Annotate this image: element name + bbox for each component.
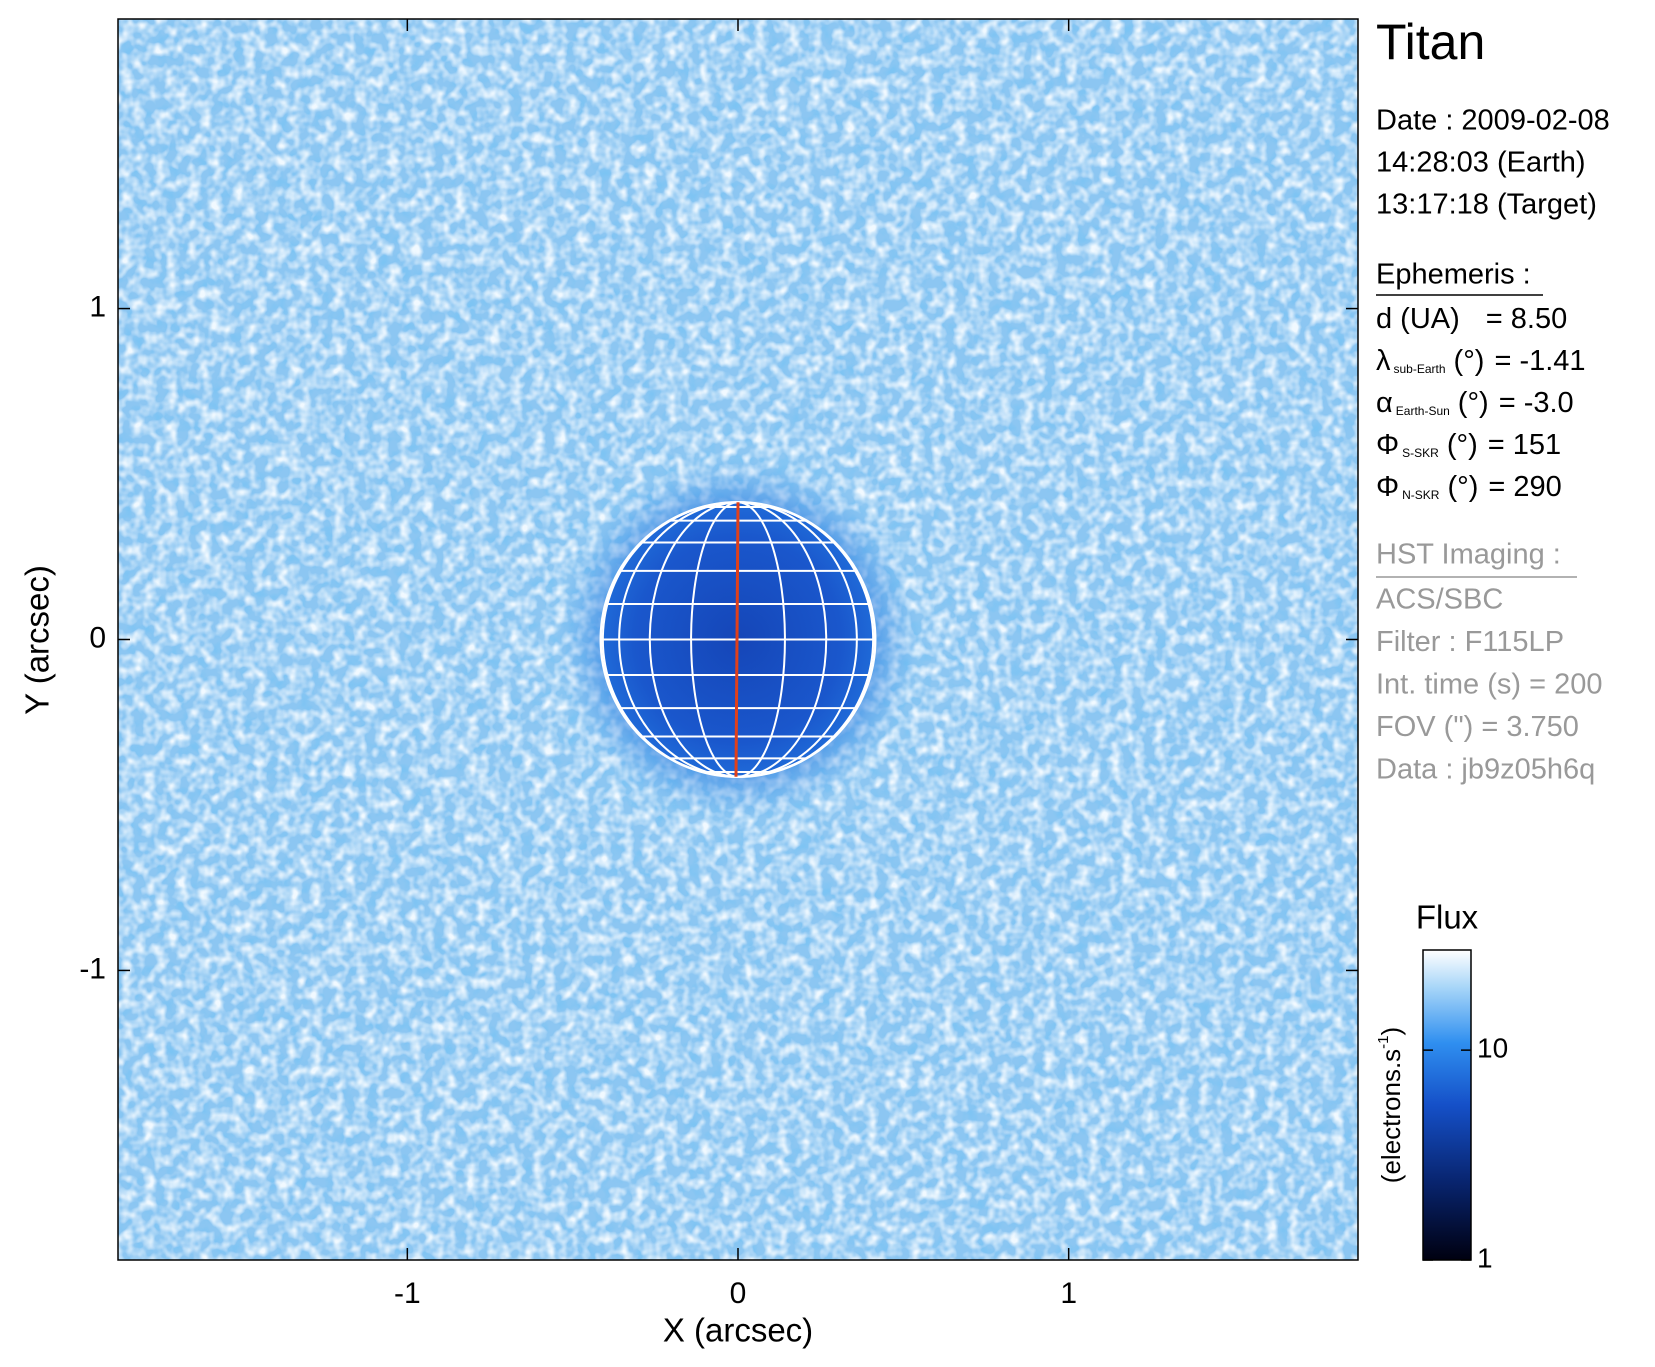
colorbar-tick-label: 10 [1477,1033,1508,1064]
colorbar-label: (electrons.s-1) [1375,1027,1406,1183]
ephemeris-subscript: Earth-Sun [1396,404,1450,418]
image-area [118,19,1358,1260]
imaging-line: ACS/SBC [1376,584,1503,616]
ephemeris-value: = 151 [1488,429,1561,461]
colorbar-label-end: ) [1376,1027,1406,1036]
imaging-line: Data : jb9z05h6q [1376,754,1595,786]
ephemeris-value: = 290 [1488,471,1561,503]
chart-title: Titan [1376,14,1485,70]
ephemeris-header: Ephemeris : [1376,259,1531,291]
ephemeris-subscript: N-SKR [1402,488,1440,502]
ephemeris-symbol: λ [1376,345,1391,377]
ephemeris-subscript: sub-Earth [1394,362,1446,376]
ephemeris-line: Φ S-SKR (°) = 151 [1376,429,1561,461]
colorbar-title: Flux [1416,899,1479,936]
ephemeris-line: d (UA) = 8.50 [1376,303,1567,335]
ephemeris-line: λ sub-Earth (°) = -1.41 [1376,345,1586,377]
ephemeris-value: = -3.0 [1499,387,1574,419]
date-line: 14:28:03 (Earth) [1376,147,1586,179]
x-tick-label: 1 [1060,1277,1077,1310]
imaging-line: Int. time (s) = 200 [1376,669,1602,701]
colorbar-label-sup: -1 [1375,1035,1392,1048]
colorbar-tick-label: 1 [1477,1242,1493,1273]
ephemeris-value: = 8.50 [1486,303,1567,335]
x-tick-label: -1 [394,1277,421,1310]
ephemeris-symbol: α [1376,387,1393,419]
x-tick-label: 0 [730,1277,747,1310]
colorbar [1422,949,1472,1261]
imaging-line: FOV (") = 3.750 [1376,711,1579,743]
imaging-line: Filter : F115LP [1376,626,1564,658]
colorbar-label-text: (electrons.s [1376,1049,1406,1183]
y-tick-label: -1 [79,952,106,985]
imaging-header: HST Imaging : [1376,539,1561,571]
ephemeris-value: = -1.41 [1494,345,1585,377]
disk-layer [556,458,920,821]
ephemeris-symbol: d (UA) [1376,303,1460,335]
ephemeris-subscript: S-SKR [1402,446,1439,460]
ephemeris-unit: (°) [1447,471,1478,503]
date-line: 13:17:18 (Target) [1376,189,1597,221]
ephemeris-unit: (°) [1454,345,1485,377]
y-tick-label: 0 [89,621,106,654]
date-line: Date : 2009-02-08 [1376,105,1610,137]
ephemeris-symbol: Φ [1376,429,1399,461]
info-panel: Date : 2009-02-08 14:28:03 (Earth) 13:17:1… [1376,105,1610,786]
ephemeris-unit: (°) [1458,387,1489,419]
y-axis-label: Y (arcsec) [19,565,56,715]
central-meridian [734,502,740,777]
y-tick-label: 1 [89,290,106,323]
ephemeris-line: Φ N-SKR (°) = 290 [1376,471,1562,503]
limb [599,501,877,778]
ephemeris-line: α Earth-Sun (°) = -3.0 [1376,387,1574,419]
ephemeris-unit: (°) [1447,429,1478,461]
x-axis-label: X (arcsec) [663,1312,813,1349]
ephemeris-symbol: Φ [1376,471,1399,503]
